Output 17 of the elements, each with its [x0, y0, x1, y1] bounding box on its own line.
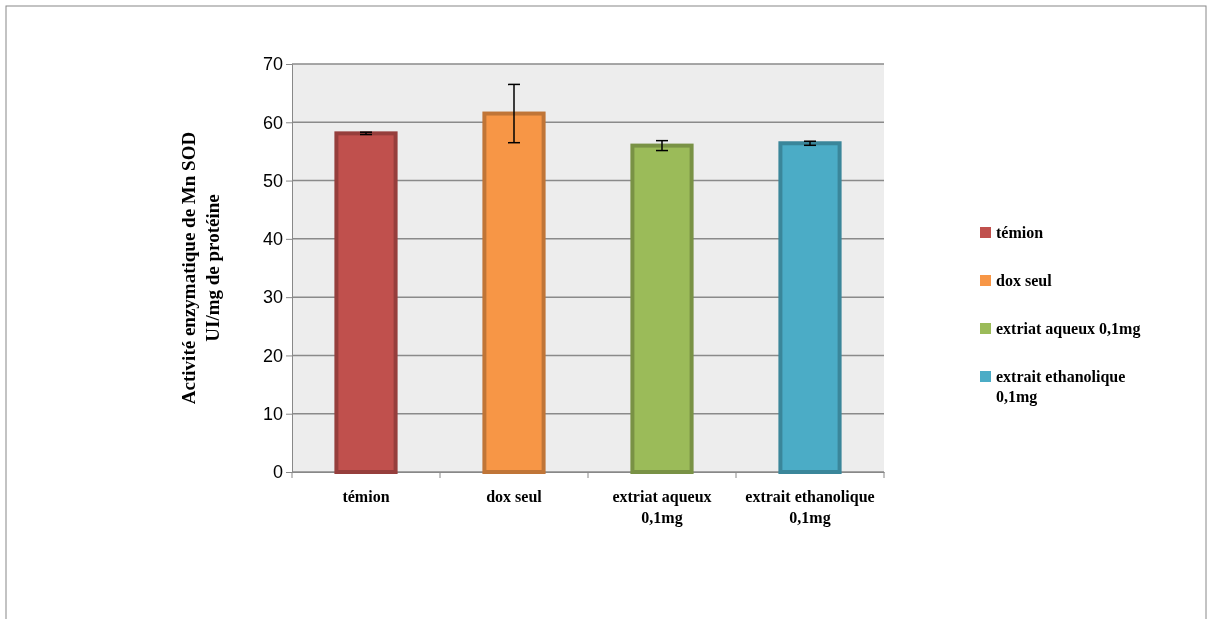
- y-tick-label: 50: [262, 170, 283, 191]
- y-tick-label: 40: [262, 229, 283, 250]
- x-tick-label: extriat aqueux 0,1mg: [612, 488, 712, 527]
- x-tick-label: extrait ethanolique 0,1mg: [745, 488, 875, 527]
- y-tick-label: 20: [262, 345, 283, 366]
- legend-label: extrait ethanolique 0,1mg: [996, 368, 1126, 406]
- y-tick-label: 60: [262, 112, 283, 133]
- y-tick-label: 70: [262, 54, 283, 75]
- y-tick-label: 0: [272, 462, 283, 483]
- y-axis-title: Activité enzymatique de Mn SOD UI/mg de protéine: [178, 131, 223, 405]
- x-tick-label: dox seul: [486, 488, 543, 505]
- legend-label: dox seul: [996, 272, 1053, 289]
- y-tick-label: 30: [262, 287, 283, 308]
- x-tick-label: témion: [342, 488, 390, 505]
- legend-label: extriat aqueux 0,1mg: [996, 320, 1141, 338]
- y-tick-label: 10: [262, 403, 283, 424]
- legend-label: témion: [996, 224, 1044, 241]
